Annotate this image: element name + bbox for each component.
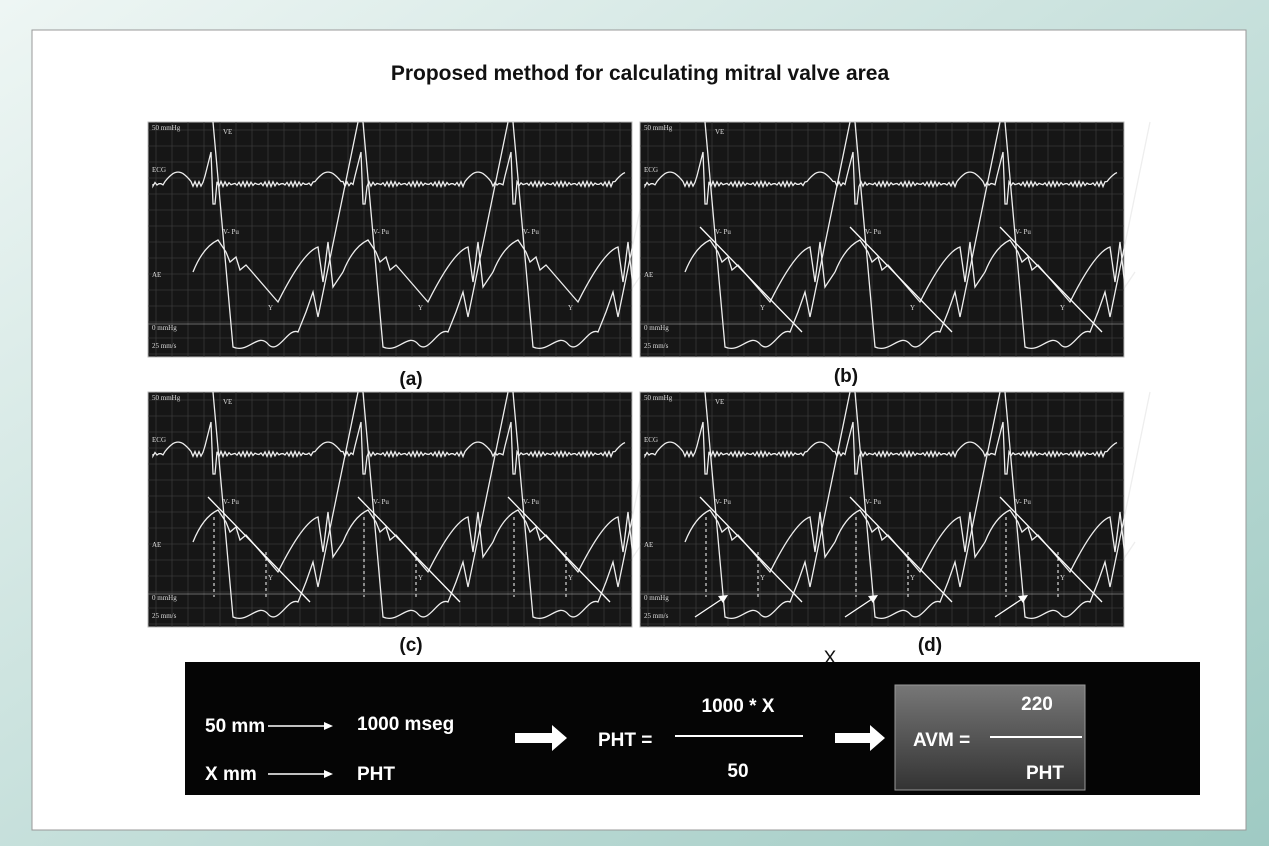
panel-label: 0 mmHg	[152, 594, 177, 602]
panel-label: Y	[910, 574, 915, 582]
ecg-panel: 50 mmHg VE ECG V- Pu V- Pu V- Pu AE Y Y Y 0 mmHg 25…	[640, 392, 1150, 627]
panel-label: V- Pu	[715, 498, 731, 506]
formula-text: PHT	[1026, 763, 1064, 784]
formula-text: 50	[727, 761, 748, 782]
panel-label: V- Pu	[223, 228, 239, 236]
ecg-panel: 50 mmHg VE ECG V- Pu V- Pu V- Pu AE Y Y Y 0 mmHg 25…	[640, 122, 1150, 357]
panel-label: V- Pu	[715, 228, 731, 236]
panel-label: VE	[715, 128, 724, 136]
panel-label: V- Pu	[373, 228, 389, 236]
panel-label: VE	[223, 128, 232, 136]
panel-label: 0 mmHg	[644, 324, 669, 332]
panel-label: Y	[568, 304, 573, 312]
panel-label: VE	[715, 398, 724, 406]
figure: Proposed method for calculating mitral v…	[0, 0, 1269, 846]
formula-text: 50 mm	[205, 716, 265, 737]
panel-label: 50 mmHg	[152, 124, 181, 132]
panel-label: Y	[268, 574, 273, 582]
panel-label: V- Pu	[223, 498, 239, 506]
panel-label: 25 mm/s	[152, 342, 177, 350]
ecg-panel: 50 mmHg VE ECG V- Pu V- Pu V- Pu AE Y Y Y 0 mmHg 25…	[148, 392, 658, 627]
panel-label: 25 mm/s	[644, 342, 669, 350]
panel-label: VE	[223, 398, 232, 406]
panel-caption: (c)	[399, 635, 422, 656]
panel-label: V- Pu	[523, 498, 539, 506]
panel-label: Y	[760, 304, 765, 312]
panel-label: V- Pu	[373, 498, 389, 506]
formula-text: PHT =	[598, 730, 652, 751]
panel-label: V- Pu	[865, 498, 881, 506]
panel-label: ECG	[644, 166, 658, 174]
panel-label: V- Pu	[523, 228, 539, 236]
panel-label: 50 mmHg	[644, 124, 673, 132]
formula-text: AVM =	[913, 730, 970, 751]
panel-label: Y	[910, 304, 915, 312]
formula-bar: 50 mm 1000 mseg X mm PHT PHT = 1000 * X …	[185, 662, 1200, 795]
panel-label: Y	[418, 304, 423, 312]
formula-text: PHT	[357, 764, 395, 785]
panel-label: Y	[418, 574, 423, 582]
panel-label: AE	[152, 541, 161, 549]
ecg-panel: 50 mmHg VE ECG V- Pu V- Pu V- Pu AE Y Y Y 0 mmHg 25…	[148, 122, 658, 357]
panel-label: 25 mm/s	[644, 612, 669, 620]
panel-label: 0 mmHg	[644, 594, 669, 602]
panel-label: 25 mm/s	[152, 612, 177, 620]
title: Proposed method for calculating mitral v…	[391, 62, 890, 85]
panel-label: AE	[152, 271, 161, 279]
formula-text: 1000 mseg	[357, 714, 454, 735]
panel-caption: (d)	[918, 635, 942, 656]
panel-caption: (a)	[399, 369, 422, 390]
panel-label: Y	[568, 574, 573, 582]
panel-label: ECG	[152, 166, 166, 174]
panel-label: 50 mmHg	[644, 394, 673, 402]
panel-label: Y	[268, 304, 273, 312]
panel-label: 50 mmHg	[152, 394, 181, 402]
panel-label: ECG	[644, 436, 658, 444]
panel-label: V- Pu	[865, 228, 881, 236]
formula-text: 1000 * X	[702, 696, 775, 717]
panel-label: AE	[644, 541, 653, 549]
panel-label: Y	[760, 574, 765, 582]
panel-label: ECG	[152, 436, 166, 444]
panel-label: 0 mmHg	[152, 324, 177, 332]
formula-text: X mm	[205, 764, 257, 785]
panel-label: Y	[1060, 304, 1065, 312]
panel-label: Y	[1060, 574, 1065, 582]
panel-label: V- Pu	[1015, 228, 1031, 236]
panel-label: AE	[644, 271, 653, 279]
page: Proposed method for calculating mitral v…	[0, 0, 1269, 846]
panel-caption: (b)	[834, 366, 858, 387]
panel-label: V- Pu	[1015, 498, 1031, 506]
formula-text: 220	[1021, 694, 1053, 715]
